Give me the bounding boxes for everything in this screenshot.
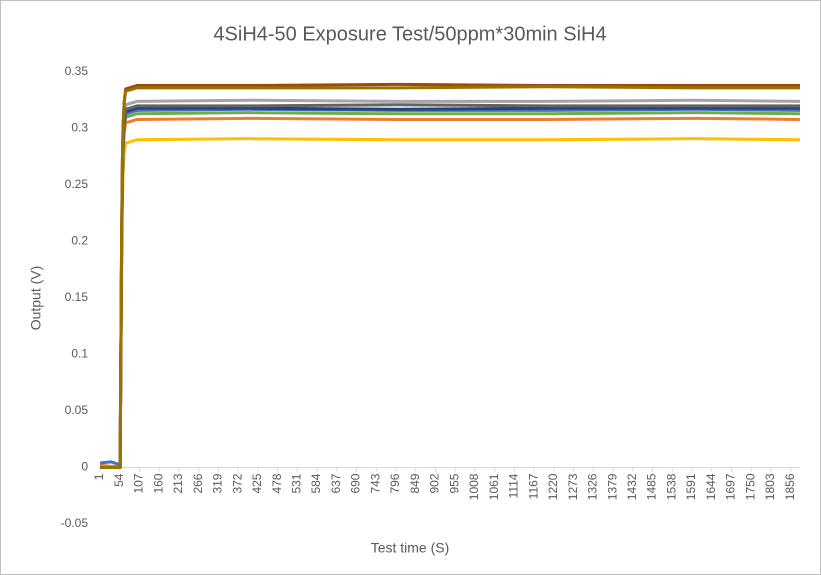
x-tick-label: 902 [428, 473, 442, 493]
x-tick-label: 160 [151, 473, 165, 493]
x-tick-label: 955 [447, 473, 461, 493]
x-tick-label: 1379 [605, 473, 619, 500]
x-tick-label: 849 [408, 473, 422, 493]
y-tick-label: 0.25 [65, 177, 89, 191]
y-tick-label: 0.3 [71, 121, 88, 135]
x-tick-label: 266 [191, 473, 205, 493]
x-tick-label: 1644 [704, 473, 718, 500]
x-tick-label: 743 [368, 473, 382, 493]
x-tick-label: 1538 [664, 473, 678, 500]
x-tick-label: 478 [270, 473, 284, 493]
x-tick-label: 796 [388, 473, 402, 493]
x-tick-label: 1273 [566, 473, 580, 500]
x-tick-label: 1856 [783, 473, 797, 500]
y-tick-label: 0.05 [65, 403, 89, 417]
x-tick-label: 425 [250, 473, 264, 493]
x-tick-label: 1432 [625, 473, 639, 500]
x-tick-label: 1114 [507, 473, 521, 498]
y-tick-label: 0.35 [65, 64, 89, 78]
y-tick-label: 0.2 [71, 234, 88, 248]
x-tick-label: 107 [132, 473, 146, 493]
x-tick-label: 1061 [487, 473, 501, 500]
y-tick-label: 0 [81, 460, 88, 474]
x-tick-label: 1697 [724, 473, 738, 500]
x-tick-label: 372 [230, 473, 244, 493]
x-tick-label: 637 [329, 473, 343, 493]
chart-title: 4SiH4-50 Exposure Test/50ppm*30min SiH4 [213, 23, 606, 45]
y-tick-label: -0.05 [61, 516, 89, 530]
x-tick-label: 54 [112, 473, 126, 487]
x-axis-label: Test time (S) [371, 540, 450, 556]
x-tick-label: 1326 [586, 473, 600, 500]
x-tick-label: 584 [309, 473, 323, 493]
x-tick-label: 531 [290, 473, 304, 493]
series-line [100, 85, 800, 469]
y-tick-label: 0.15 [65, 290, 89, 304]
x-tick-label: 1750 [743, 473, 757, 500]
x-tick-label: 1591 [684, 473, 698, 500]
x-tick-label: 1 [92, 473, 106, 480]
x-tick-label: 1485 [645, 473, 659, 500]
x-tick-label: 690 [349, 473, 363, 493]
x-tick-label: 1803 [763, 473, 777, 500]
x-tick-label: 213 [171, 473, 185, 493]
x-tick-label: 319 [211, 473, 225, 493]
x-tick-label: 1008 [467, 473, 481, 500]
x-tick-label: 1167 [526, 473, 540, 499]
y-tick-label: 0.1 [71, 347, 88, 361]
x-tick-label: 1220 [546, 473, 560, 500]
y-axis-label: Output (V) [28, 266, 44, 331]
